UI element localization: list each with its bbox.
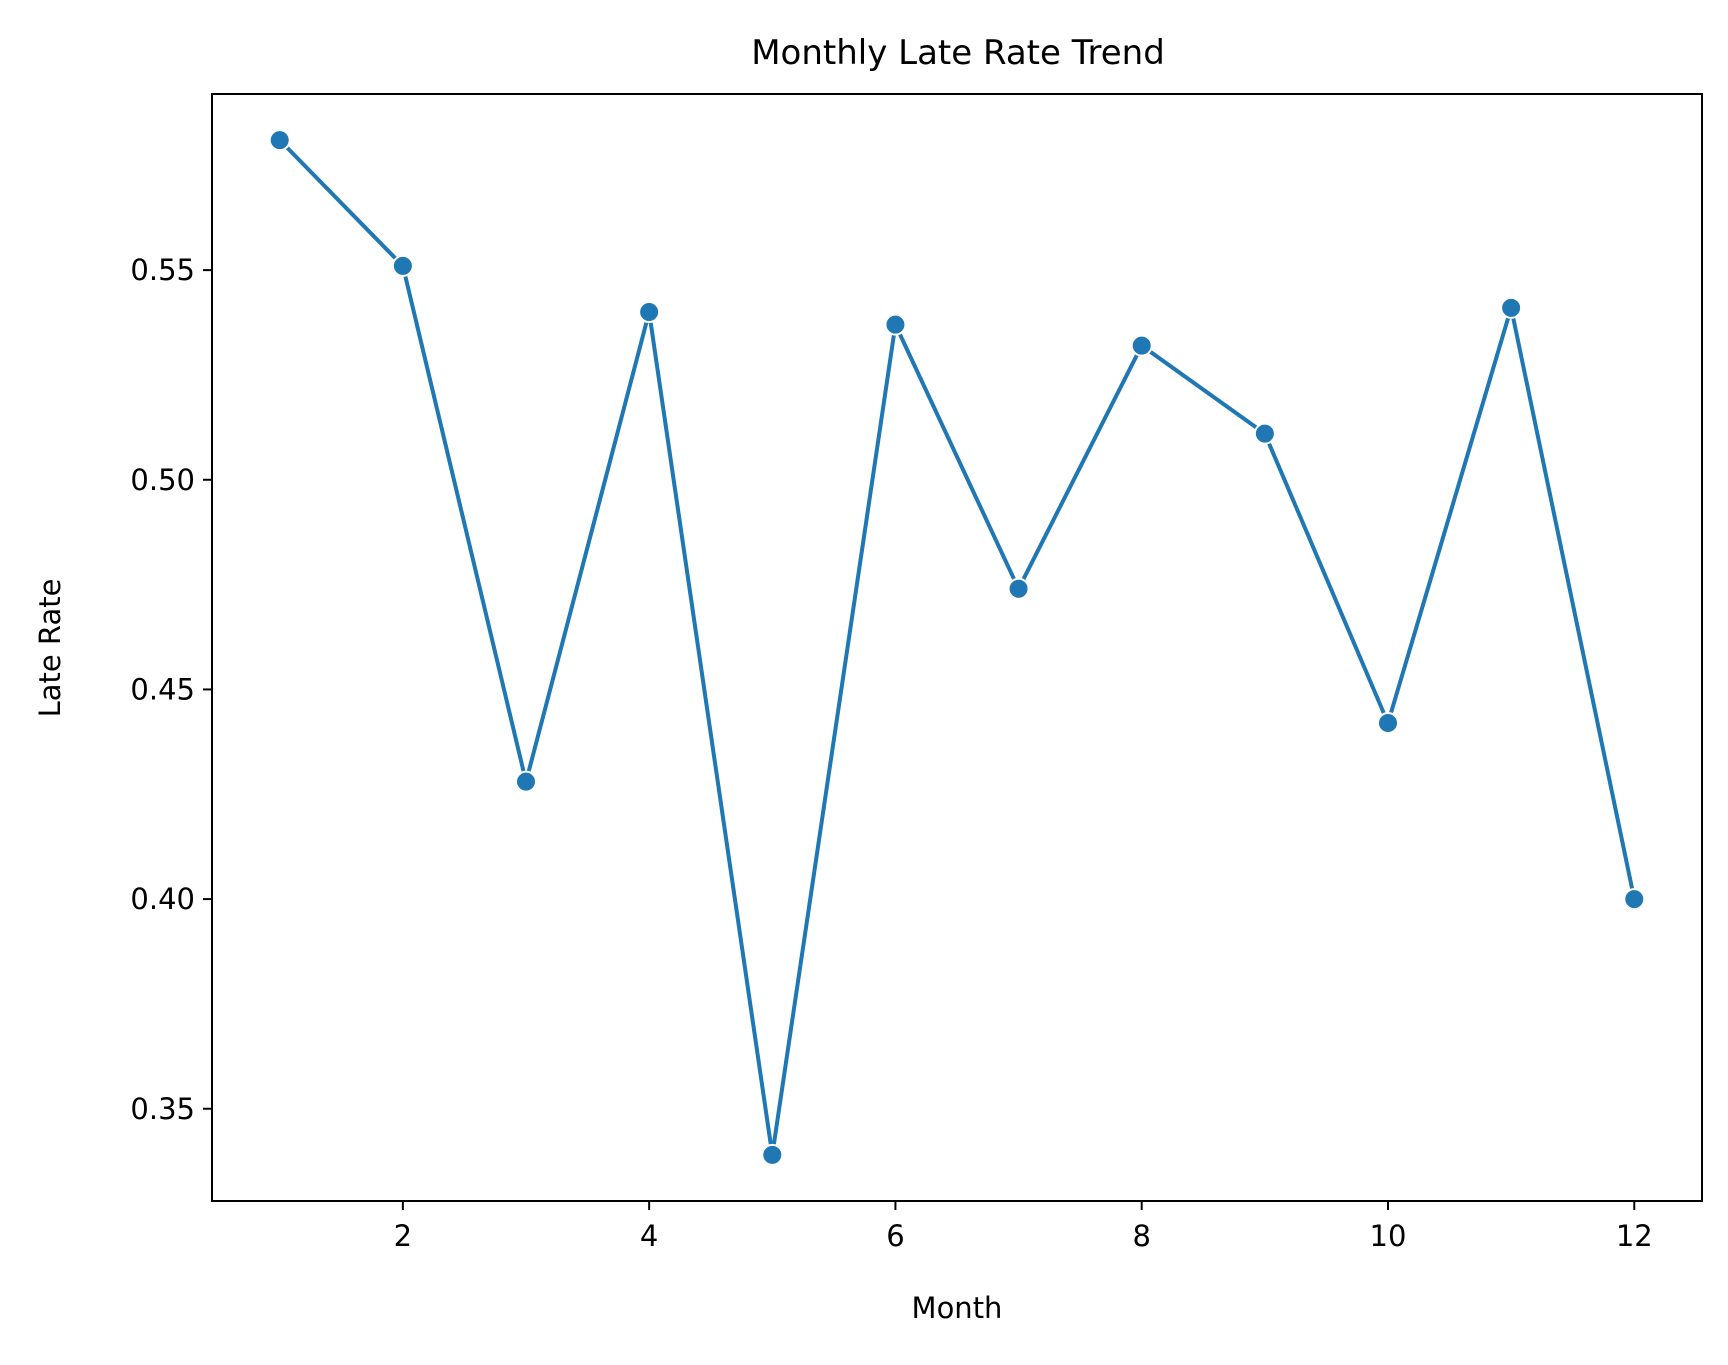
y-axis-label: Late Rate	[33, 579, 67, 718]
series-line	[278, 138, 1637, 1157]
y-axis: 0.35 0.40 0.45 0.50 0.55	[130, 253, 212, 1126]
data-point-month-12	[1623, 888, 1646, 911]
data-point-month-5	[761, 1143, 784, 1166]
x-axis: 2 4 6 8 10 12	[394, 1201, 1653, 1253]
plot-area: 2 4 6 8 10 12 0.35 0.40 0.45 0.50 0.55	[130, 93, 1703, 1253]
data-point-month-11	[1500, 296, 1523, 319]
x-tick-label: 4	[640, 1219, 658, 1253]
plot-border	[211, 93, 1703, 1202]
data-point-month-8	[1130, 334, 1153, 357]
x-tick-label: 8	[1132, 1219, 1150, 1253]
data-point-month-3	[515, 770, 538, 793]
x-tick-label: 12	[1616, 1219, 1653, 1253]
x-tick-label: 6	[886, 1219, 904, 1253]
y-tick-label: 0.35	[130, 1092, 195, 1126]
series-layer	[268, 129, 1646, 1166]
x-tick-label: 10	[1370, 1219, 1407, 1253]
x-axis-label: Month	[912, 1291, 1003, 1325]
data-point-month-2	[391, 254, 414, 277]
data-point-month-6	[884, 313, 907, 336]
data-point-month-9	[1253, 422, 1276, 445]
y-tick-label: 0.45	[130, 672, 195, 706]
y-tick-label: 0.50	[130, 463, 195, 497]
x-tick-label: 2	[394, 1219, 412, 1253]
chart-title: Monthly Late Rate Trend	[751, 33, 1165, 73]
data-point-month-4	[638, 301, 661, 324]
y-tick-label: 0.40	[130, 882, 195, 916]
data-point-month-7	[1007, 577, 1030, 600]
data-point-month-10	[1376, 711, 1399, 734]
plot-frame	[211, 93, 1703, 1202]
y-tick-label: 0.55	[130, 253, 195, 287]
data-point-month-1	[268, 129, 291, 152]
